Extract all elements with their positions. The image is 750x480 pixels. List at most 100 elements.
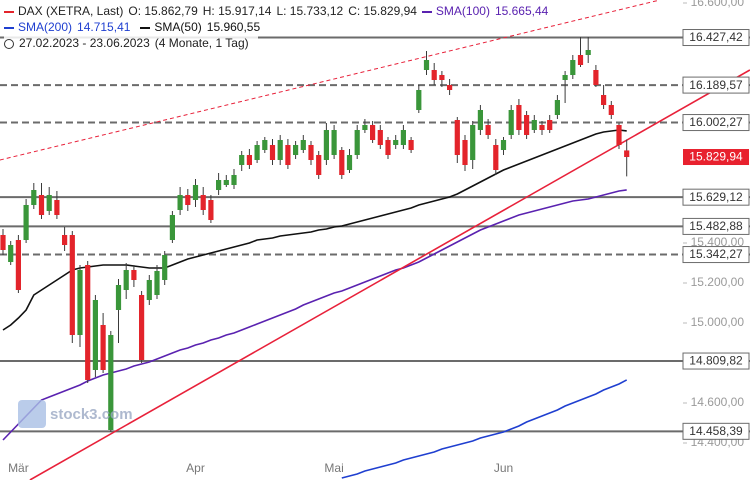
legend-row: SMA(200) 14.715,41 SMA(50) 15.960,55 [4,19,275,35]
level-label-box [682,29,750,47]
legend-swatch [140,26,151,29]
y-tick-label: 16.600,00 [691,0,745,9]
candle-body [15,240,21,290]
trend-line [0,0,660,161]
candle-body [246,155,252,165]
candle-body [38,195,45,215]
level-label: 14.458,39 [689,424,743,438]
legend-name: SMA(200) [18,20,73,34]
level-label: 14.809,82 [689,354,743,368]
candle-body [608,105,614,115]
candle-body [123,270,129,290]
level-label: 16.002,27 [689,115,743,129]
level-label-box [682,422,750,440]
legend-entry: SMA(200) 14.715,41 [4,20,135,34]
candle-body [208,200,214,220]
candle-body [139,295,145,360]
candle-body [223,180,229,185]
watermark-logo [18,400,46,428]
level-label-box [682,188,750,206]
level-label-box [682,114,750,132]
candle-body [285,145,291,165]
candle-body [624,150,630,158]
candle-body [393,140,399,145]
candle-body [531,120,537,130]
candle-body [100,325,106,370]
legend-entry: SMA(50) 15.960,55 [140,20,265,34]
x-tick-label: Jun [494,461,513,475]
last-price-label: 15.829,94 [689,150,743,164]
y-tick-label: 14.600,00 [691,395,745,409]
candle-body [416,90,422,110]
candle-body [262,140,268,150]
y-tick-label: 15.200,00 [691,275,745,289]
ohlc-open: O: 15.862,79 [128,4,198,18]
candle-body [370,125,376,140]
candles [0,37,630,432]
legend-name: SMA(50) [154,20,202,34]
candle-body [231,175,237,185]
ohlc-close: C: 15.829,94 [348,4,417,18]
candle-body [177,195,183,210]
candle-body [516,105,522,130]
candle-body [316,155,322,175]
candle-body [269,145,276,160]
level-label-box [682,217,750,235]
candle-body [131,270,137,280]
candle-body [85,265,91,380]
candle-body [439,75,445,80]
candle-body [616,125,622,145]
sma-line [2,129,627,331]
watermark-text: stock3.com [50,405,133,423]
level-label: 15.342,27 [689,247,743,261]
candle-body [447,85,453,90]
symbol-icon [4,10,14,13]
level-label-box [682,246,750,264]
sma-line [341,379,628,479]
candle-body [601,95,607,105]
legend: DAX (XETRA, Last) O: 15.862,79 H: 15.917,1… [4,3,563,51]
candle-body [470,125,476,160]
candle-body [115,285,122,310]
ohlc-low: L: 15.733,12 [276,4,344,18]
candle-body [323,130,329,160]
candle-body [46,195,52,211]
candle-body [462,140,468,165]
candle-body [92,300,98,370]
candle-body [69,235,75,335]
x-tick-label: Apr [186,461,205,475]
level-label: 15.629,12 [689,190,743,204]
candle-body [362,125,368,130]
date-span: (4 Monate, 1 Tag) [154,36,249,50]
date-range: 27.02.2023 - 23.06.2023 [19,36,150,50]
candle-body [585,50,591,55]
candle-body [108,335,114,430]
candle-body [346,155,353,170]
candle-body [400,130,406,145]
x-tick-label: Mär [8,461,29,475]
candle-body [493,145,499,170]
candle-body [185,195,191,205]
candle-body [0,235,6,250]
legend-value: 14.715,41 [77,20,131,34]
legend-swatch [4,26,14,29]
candle-body [485,125,491,135]
axis-labels: 16.600,00 15.400,00 15.200,00 15.000,00 14.6… [8,0,750,475]
candle-body [77,270,83,335]
y-tick-label: 15.000,00 [691,315,745,329]
symbol: DAX (XETRA, Last) [18,4,124,18]
candle-body [524,115,530,135]
candle-body [31,190,37,205]
x-tick-label: Mai [324,461,343,475]
candle-body [192,185,199,200]
candle-body [339,150,345,175]
candle-body [547,120,553,130]
legend-value: 15.665,44 [494,4,549,18]
level-label: 16.427,42 [689,30,743,44]
candle-body [23,205,29,240]
candle-body [508,110,514,135]
candle-body [169,215,175,240]
sma-line [2,189,627,441]
candle-body [385,140,391,155]
